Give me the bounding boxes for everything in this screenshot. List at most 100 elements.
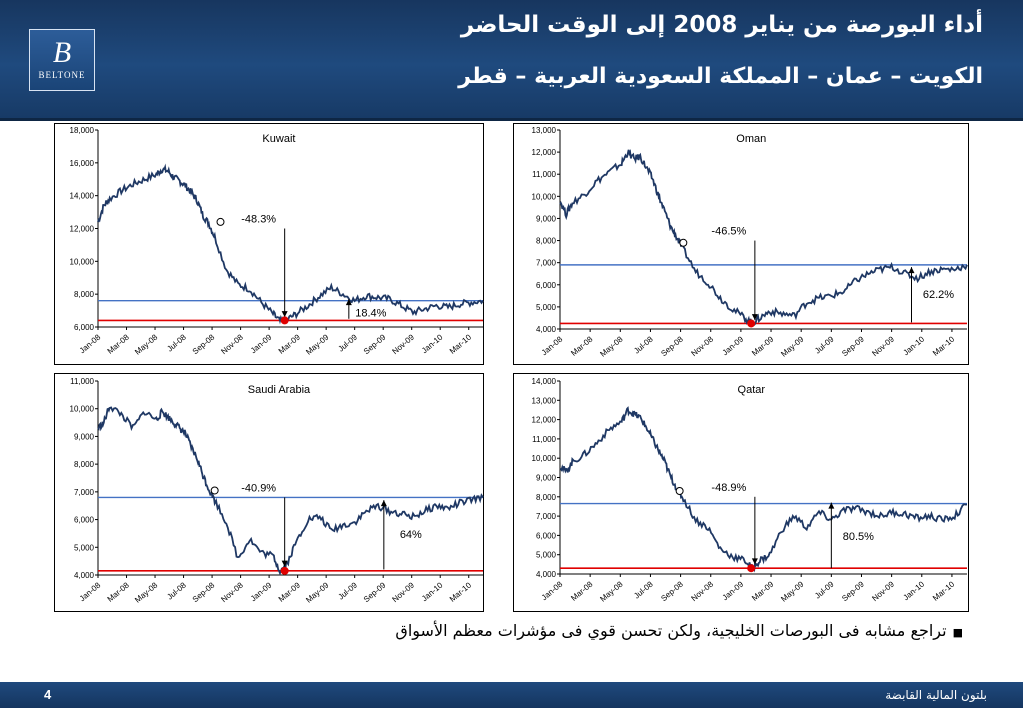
y-tick-label: 6,000 [74, 516, 95, 525]
decline-arrow-head [281, 560, 288, 567]
chart-qatar: 4,000 5,000 6,000 7,000 8,000 9,000 10,000 11,0… [513, 373, 969, 612]
trough-marker [747, 319, 756, 328]
decline-arrow-head [281, 311, 288, 318]
x-tick-label: Jan-08 [540, 579, 565, 602]
x-tick-label: Jan-08 [78, 580, 103, 603]
y-tick-label: 11,000 [532, 170, 556, 179]
x-tick-label: May-08 [598, 334, 625, 358]
x-tick-label: Sep-09 [840, 334, 866, 358]
y-tick-label: 9,000 [536, 474, 557, 483]
y-tick-label: 13,000 [532, 396, 557, 405]
x-tick-label: Jul-09 [813, 579, 836, 600]
recovery-label: 64% [400, 529, 422, 541]
y-tick-label: 12,000 [532, 416, 557, 425]
x-tick-label: Jan-10 [902, 334, 927, 357]
decline-label: -48.3% [241, 214, 276, 226]
index-line [559, 406, 968, 573]
chart-svg: 4,000 5,000 6,000 7,000 8,000 9,000 10,000 11,0… [532, 126, 968, 359]
y-tick-label: 10,000 [70, 405, 95, 414]
y-tick-label: 7,000 [536, 259, 557, 268]
y-tick-label: 5,000 [536, 303, 557, 312]
y-tick-label: 6,000 [536, 281, 557, 290]
y-tick-label: 10,000 [532, 192, 557, 201]
x-tick-label: Sep-09 [362, 332, 388, 356]
index-line [97, 163, 484, 325]
slide-title: أداء البورصة من يناير 2008 إلى الوقت الح… [460, 12, 983, 38]
x-tick-label: Nov-08 [689, 579, 715, 603]
y-tick-label: 8,000 [74, 290, 95, 299]
y-tick-label: 9,000 [74, 432, 95, 441]
y-tick-label: 7,000 [536, 512, 557, 521]
x-tick-label: May-08 [133, 580, 160, 604]
y-tick-label: 7,000 [74, 488, 95, 497]
y-tick-label: 14,000 [70, 192, 95, 201]
square-bullet-icon: ■ [952, 626, 963, 639]
y-tick-label: 5,000 [536, 551, 557, 560]
x-tick-label: Nov-08 [689, 334, 715, 358]
chart-title: Saudi Arabia [248, 384, 311, 396]
footer-company: بلتون المالية القابضة [885, 688, 987, 702]
x-tick-label: Nov-09 [870, 579, 896, 603]
x-tick-label: May-09 [304, 332, 331, 356]
peak-marker [216, 217, 225, 226]
x-tick-label: May-08 [133, 332, 160, 356]
logo-wordmark: BELTONE [38, 70, 86, 80]
y-tick-label: 4,000 [536, 570, 557, 579]
x-tick-label: Mar-10 [931, 579, 957, 603]
x-tick-label: Jul-08 [165, 580, 188, 601]
x-tick-label: Jul-09 [336, 580, 359, 601]
y-tick-label: 6,000 [536, 531, 557, 540]
trough-marker [280, 316, 289, 325]
x-tick-label: Nov-09 [390, 580, 416, 604]
recovery-arrow-head [828, 502, 835, 509]
x-tick-label: Jan-09 [249, 332, 274, 355]
y-tick-label: 14,000 [532, 377, 557, 386]
chart-svg: 6,000 8,000 10,000 12,000 14,000 16,000 18,000… [70, 126, 484, 357]
index-line [97, 406, 484, 576]
x-tick-label: Jul-08 [632, 334, 655, 355]
decline-label: -48.9% [711, 482, 746, 494]
decline-label: -40.9% [241, 482, 276, 494]
x-tick-label: Sep-09 [840, 579, 866, 603]
x-tick-label: Mar-08 [569, 334, 595, 358]
chart-svg: 4,000 5,000 6,000 7,000 8,000 9,000 10,000 11,0… [532, 377, 968, 604]
peak-marker [679, 238, 688, 247]
x-tick-label: Nov-08 [219, 580, 245, 604]
x-tick-label: Jan-10 [902, 579, 927, 602]
y-tick-label: 10,000 [532, 454, 557, 463]
x-tick-label: Mar-08 [106, 580, 132, 604]
trough-marker [747, 564, 756, 573]
x-tick-label: Mar-08 [106, 332, 132, 356]
beltone-logo: B BELTONE [29, 29, 95, 91]
y-tick-label: 5,000 [74, 543, 95, 552]
y-tick-label: 10,000 [70, 257, 95, 266]
x-tick-label: Jan-09 [721, 579, 746, 602]
chart-saudi-arabia: 4,000 5,000 6,000 7,000 8,000 9,000 10,000 11,0… [54, 373, 484, 612]
recovery-label: 80.5% [843, 531, 874, 543]
y-tick-label: 12,000 [532, 148, 557, 157]
x-tick-label: Jan-10 [420, 580, 445, 603]
y-tick-label: 12,000 [70, 225, 95, 234]
x-tick-label: Sep-08 [659, 579, 685, 603]
chart-title: Kuwait [262, 133, 295, 145]
x-tick-label: Mar-10 [931, 334, 957, 358]
trough-marker [280, 566, 289, 575]
x-tick-label: May-09 [304, 580, 331, 604]
y-tick-label: 4,000 [536, 325, 557, 334]
chart-oman: 4,000 5,000 6,000 7,000 8,000 9,000 10,000 11,0… [513, 123, 969, 365]
y-tick-label: 4,000 [74, 571, 95, 580]
x-tick-label: Mar-10 [448, 332, 474, 356]
recovery-arrow-head [908, 267, 915, 274]
x-tick-label: Sep-09 [362, 580, 388, 604]
y-tick-label: 16,000 [70, 159, 95, 168]
x-tick-label: Mar-09 [277, 332, 303, 356]
decline-arrow-head [751, 558, 758, 565]
decline-arrow-head [751, 314, 758, 321]
y-tick-label: 13,000 [532, 126, 557, 135]
x-tick-label: Nov-09 [870, 334, 896, 358]
x-tick-label: Mar-09 [750, 579, 776, 603]
slide-subtitle: الكويت – عمان – المملكة السعودية العربية… [458, 64, 983, 89]
y-tick-label: 11,000 [532, 435, 556, 444]
peak-marker [675, 487, 684, 496]
y-tick-label: 8,000 [536, 237, 557, 246]
